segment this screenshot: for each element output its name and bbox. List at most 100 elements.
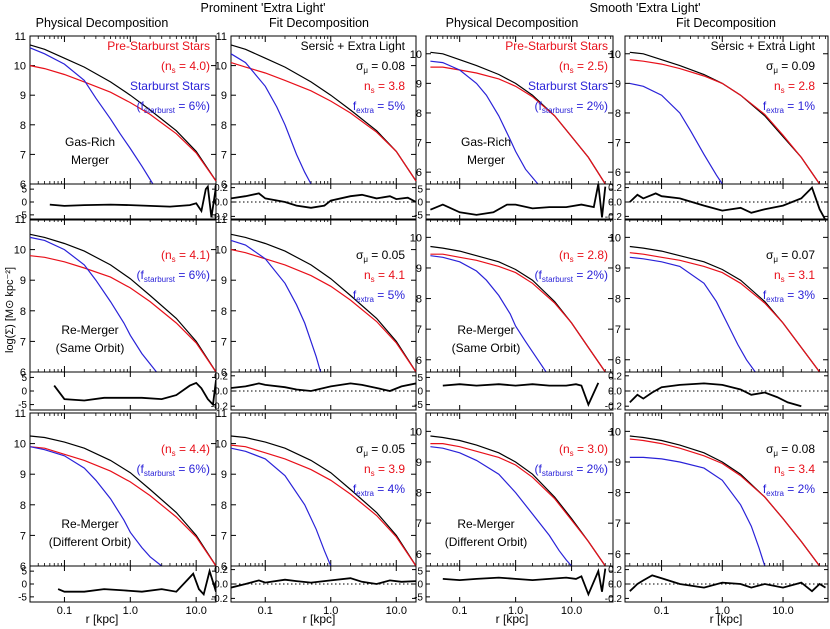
- residual-y-tick-label: -0.2: [211, 212, 229, 223]
- y-tick-label: 8: [615, 294, 621, 306]
- residual-y-tick-label: 5: [21, 373, 27, 384]
- series-pre_starburst: [29, 65, 217, 182]
- y-tick-label: 10: [609, 426, 621, 438]
- y-tick-label: 11: [216, 214, 227, 226]
- panel-A3: 6 7 8 9 10 Pre-Starburst Stars (ns = 2.5) Starb…: [410, 35, 614, 221]
- y-tick-label: 6: [221, 561, 227, 573]
- series-total: [29, 233, 217, 373]
- residual-y-tick-label: -0.2: [605, 212, 623, 223]
- series-total: [230, 435, 417, 567]
- residual-line: [629, 382, 802, 408]
- residual-y-tick-label: 0: [21, 387, 27, 398]
- panel-annotation: Re-Merger: [457, 517, 514, 531]
- panel-label: fextra = 3%: [763, 288, 815, 304]
- residual-line: [442, 382, 600, 407]
- group-title-prominent-text: Prominent 'Extra Light': [201, 1, 326, 15]
- y-tick-label: 8: [221, 306, 227, 318]
- residual-y-tick-label: -5: [18, 400, 27, 411]
- y-tick-label: 6: [221, 179, 227, 191]
- y-tick-label: 7: [615, 518, 621, 530]
- series-starburst: [29, 236, 157, 373]
- panel-C3: 6 7 8 9 10 (ns = 3.0) (fstarburst = 2%) Re-Merg…: [410, 412, 614, 617]
- y-tick-label: 9: [20, 275, 26, 287]
- series-starburst: [29, 47, 154, 185]
- residual-frame: [425, 183, 614, 221]
- panel-label: fextra = 4%: [353, 482, 405, 498]
- panel-label: fextra = 5%: [353, 288, 405, 304]
- y-tick-label: 6: [615, 167, 621, 179]
- panel-label: Pre-Starburst Stars: [505, 39, 608, 53]
- panel-label: σμ = 0.05: [356, 248, 405, 264]
- y-tick-label: 9: [615, 263, 621, 275]
- series-total: [430, 435, 606, 567]
- series-total: [230, 233, 417, 373]
- residual-y-tick-label: 0: [417, 580, 423, 591]
- panel-label: Sersic + Extra Light: [711, 39, 816, 53]
- panel-C1: 6 7 8 9 10 11 (ns = 4.4) (fstarburst = 6%) Re-Me…: [14, 408, 217, 617]
- residual-y-tick-label: 0.2: [214, 371, 228, 382]
- y-tick-label: 11: [15, 31, 26, 43]
- residual-line: [49, 184, 216, 218]
- y-tick-label: 10: [215, 61, 227, 73]
- residual-y-tick-label: 0.0: [608, 580, 622, 591]
- x-axis-label-1: r [kpc]: [86, 612, 119, 626]
- y-tick-label: 8: [615, 108, 621, 120]
- y-tick-label: 7: [416, 518, 422, 530]
- y-tick-label: 10: [410, 426, 422, 438]
- panels: 6 7 8 9 10 11 Pre-Starburst Stars (ns = 4.0) Sta…: [14, 31, 829, 617]
- y-tick-label: 6: [416, 549, 422, 561]
- y-tick-label: 7: [416, 138, 422, 150]
- series-starburst: [629, 82, 723, 185]
- y-tick-label: 8: [615, 488, 621, 500]
- series-starburst: [230, 239, 322, 373]
- panel-label: σμ = 0.08: [356, 59, 405, 75]
- residual-y-tick-label: 5: [417, 185, 423, 196]
- x-axis-label-3: r [kpc]: [496, 612, 529, 626]
- panel-label: σμ = 0.07: [766, 248, 815, 264]
- series-pre_starburst: [29, 255, 217, 373]
- residual-line: [442, 567, 607, 597]
- panel-C2: 6 7 8 9 10 11 σμ = 0.05 ns = 3.9 fextra = 4% 0.2 0…: [211, 408, 417, 617]
- y-tick-label: 8: [416, 294, 422, 306]
- residual-frame: [29, 183, 217, 221]
- series-starburst: [230, 447, 332, 567]
- series-pre_starburst: [430, 253, 606, 373]
- y-tick-label: 9: [221, 275, 227, 287]
- series-total: [629, 245, 821, 373]
- y-tick-label: 6: [20, 179, 26, 191]
- y-tick-label: 8: [221, 500, 227, 512]
- panel-label: (ns = 4.1): [161, 248, 210, 264]
- series-total: [29, 44, 217, 182]
- residual-y-tick-label: 0.2: [608, 565, 622, 576]
- y-tick-label: 8: [416, 108, 422, 120]
- y-tick-label: 11: [216, 408, 227, 420]
- panel-B3: 6 7 8 9 10 (ns = 2.8) (fstarburst = 2%) Re-Merg…: [410, 218, 614, 411]
- panel-A2: 6 7 8 9 10 11 Sersic + Extra Light σμ = 0.08 ns …: [211, 31, 417, 223]
- residual-line: [629, 574, 826, 593]
- y-tick-label: 7: [221, 336, 227, 348]
- x-tick-label: 10.0: [772, 605, 793, 617]
- series-starburst: [430, 60, 539, 185]
- y-tick-label: 10: [410, 232, 422, 244]
- x-tick-label: 0.1: [57, 605, 72, 617]
- panel-annotation: Gas-Rich: [65, 135, 115, 149]
- y-tick-label: 7: [615, 324, 621, 336]
- series-starburst: [629, 256, 756, 373]
- y-tick-label: 9: [20, 90, 26, 102]
- residual-line: [57, 567, 216, 597]
- y-tick-label: 11: [216, 31, 227, 43]
- panel-label: fextra = 2%: [763, 482, 815, 498]
- x-tick-label: 1.0: [323, 605, 338, 617]
- panel-label: σμ = 0.05: [356, 442, 405, 458]
- residual-y-tick-label: -0.2: [211, 402, 229, 413]
- group-title-prominent: Prominent 'Extra Light': [201, 1, 326, 15]
- series-starburst: [430, 446, 573, 567]
- y-axis-label: log(Σ) [M⊙ kpc⁻²]: [4, 267, 16, 353]
- panel-label: (fstarburst = 2%): [535, 462, 608, 478]
- residual-line: [231, 577, 416, 589]
- panel-annotation: (Different Orbit): [49, 535, 131, 549]
- column-title-2: Fit Decomposition: [269, 16, 369, 30]
- series-pre_starburst: [230, 62, 417, 182]
- y-tick-label: 10: [14, 439, 26, 451]
